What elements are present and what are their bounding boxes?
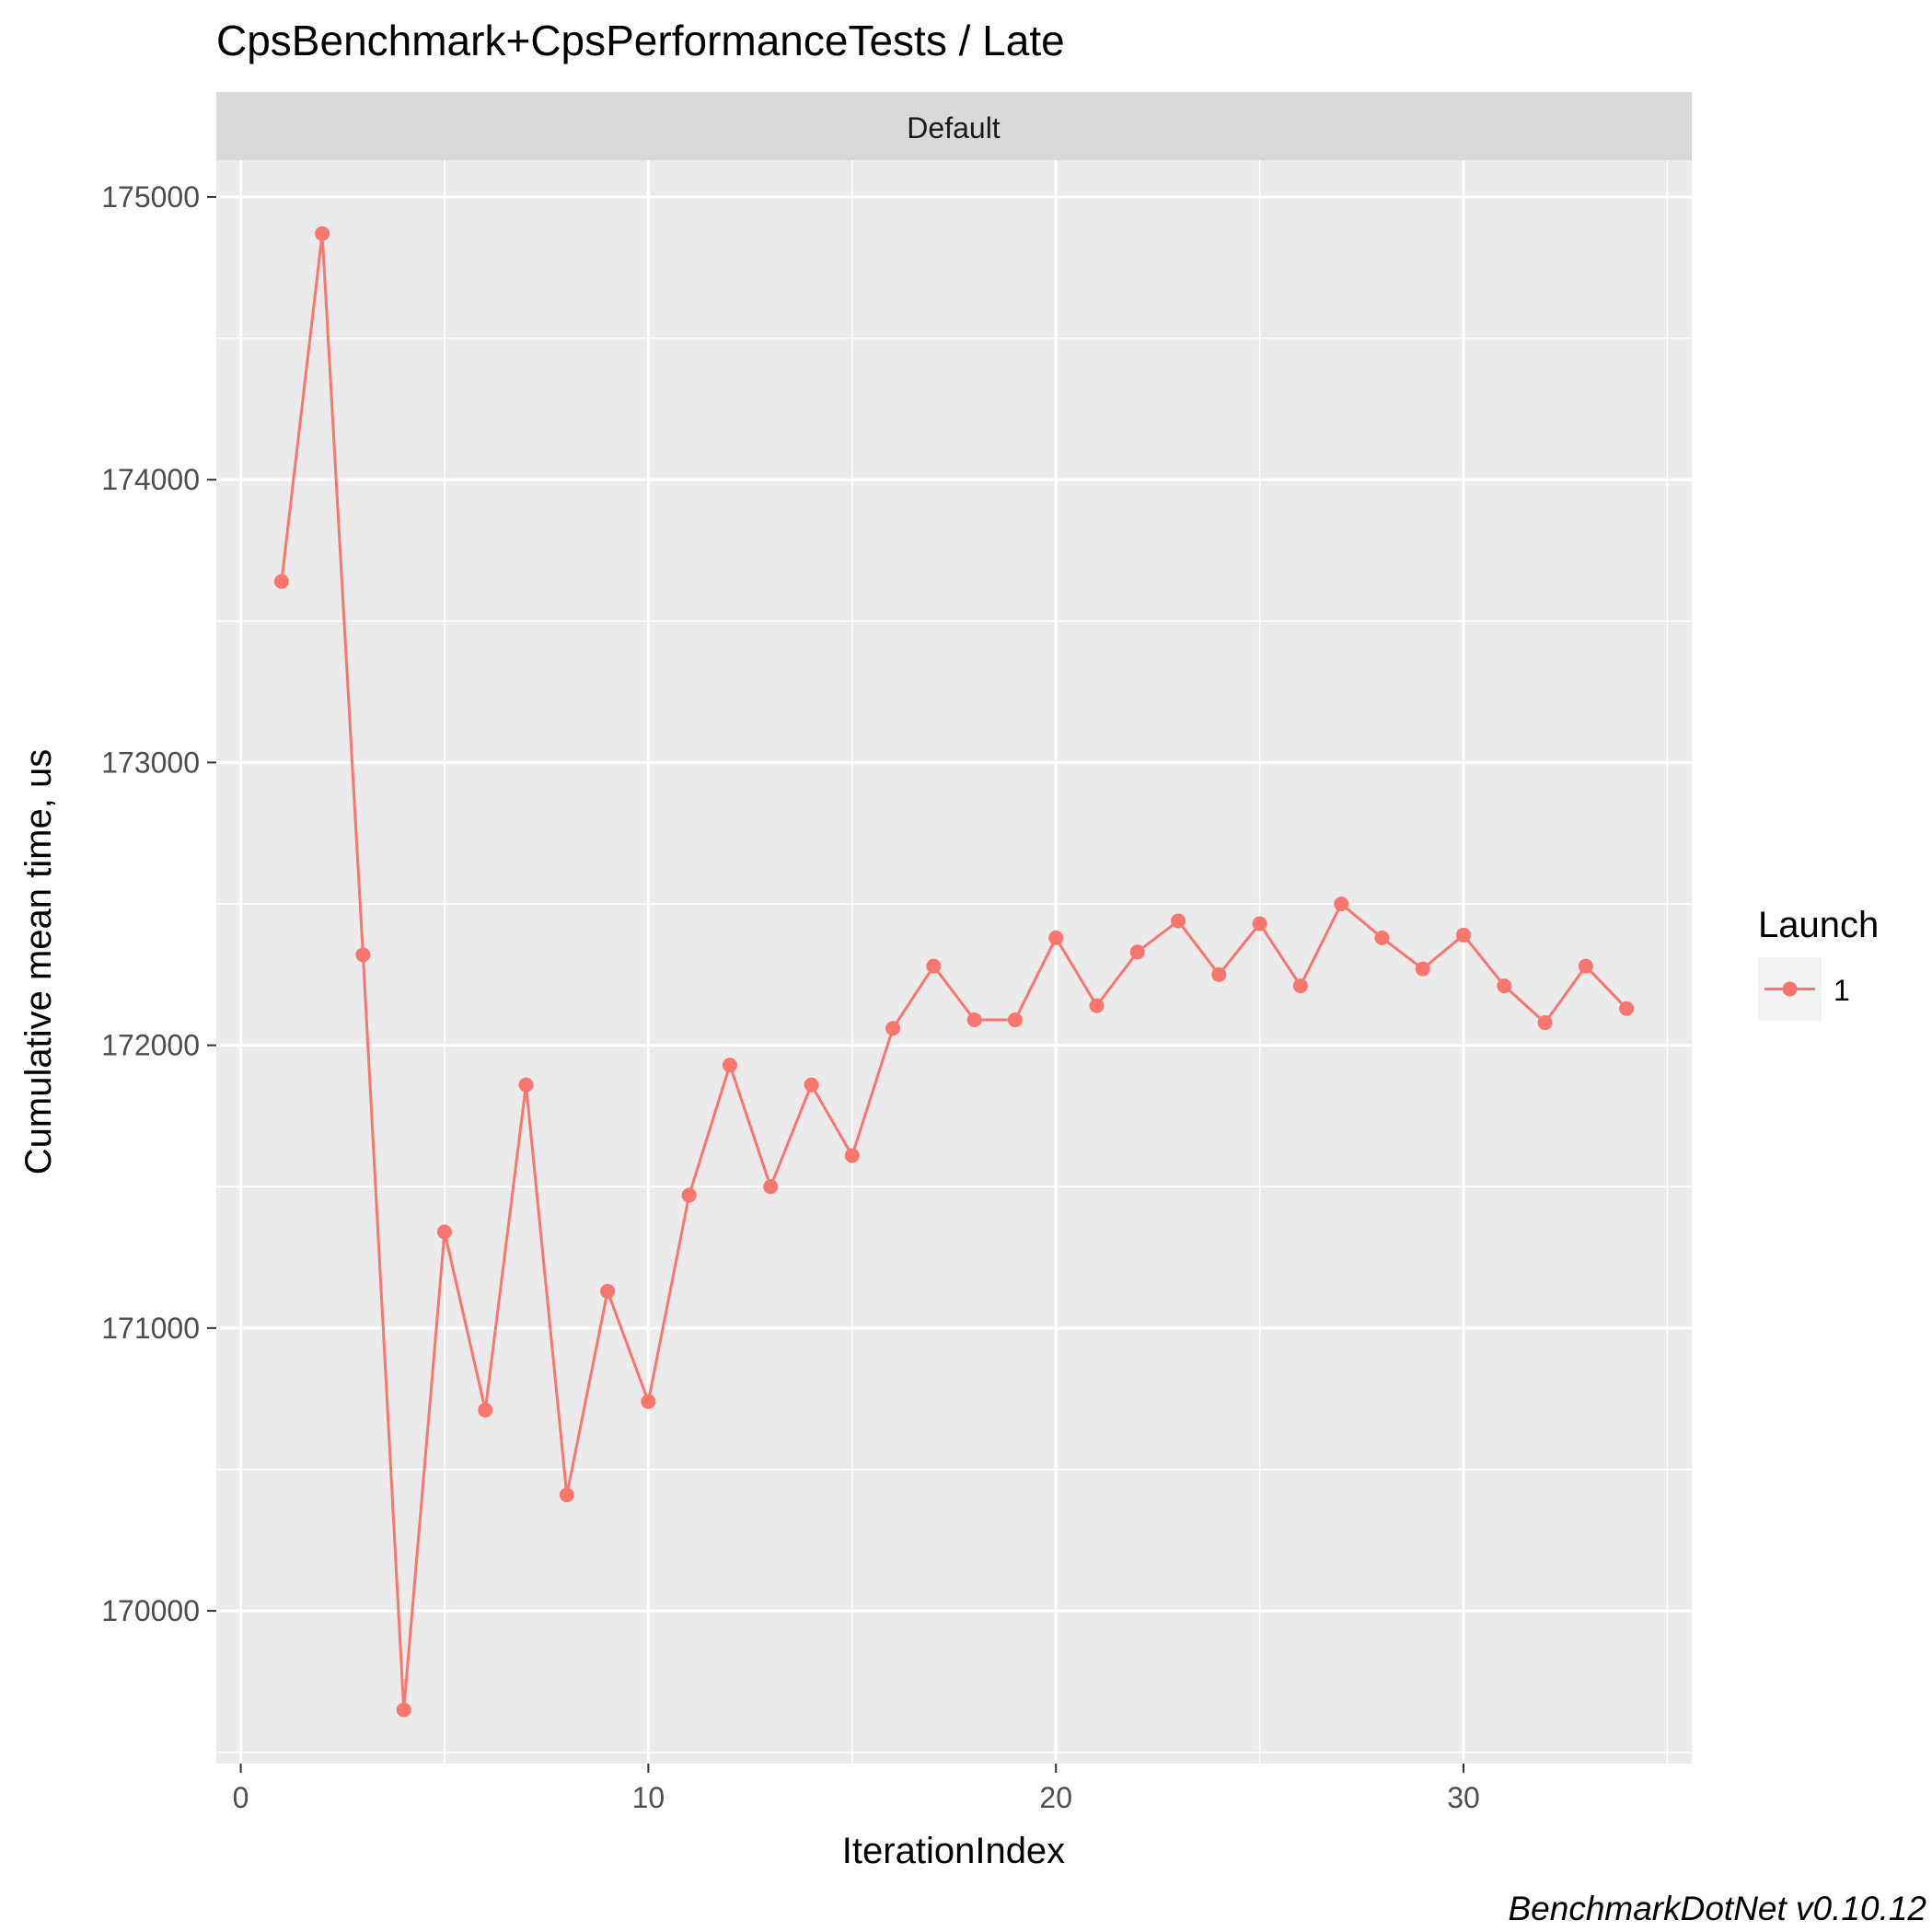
data-point xyxy=(1456,927,1472,943)
chart-title: CpsBenchmark+CpsPerformanceTests / Late xyxy=(216,17,1065,64)
minor-gridlines xyxy=(216,160,1692,1764)
y-tick-label: 173000 xyxy=(101,746,200,779)
data-point xyxy=(1292,978,1308,994)
data-point xyxy=(1415,961,1430,977)
data-point xyxy=(804,1077,819,1093)
y-tick-label: 172000 xyxy=(101,1029,200,1062)
y-tick-label: 171000 xyxy=(101,1312,200,1345)
data-point xyxy=(600,1283,616,1299)
y-axis-tick-labels: 170000 171000 172000 173000 174000 175000 xyxy=(101,180,200,1627)
series-line xyxy=(280,232,1628,1712)
y-tick-label: 174000 xyxy=(101,463,200,496)
data-point xyxy=(273,573,289,589)
data-point xyxy=(844,1148,860,1163)
plot-panel xyxy=(216,160,1692,1764)
data-point xyxy=(315,226,330,241)
data-point xyxy=(926,958,942,974)
x-tick-label: 20 xyxy=(1039,1781,1072,1814)
facet-strip xyxy=(216,92,1692,160)
x-axis-tick-labels: 0 10 20 30 xyxy=(233,1781,1480,1814)
data-point xyxy=(1089,998,1105,1013)
legend-title: Launch xyxy=(1758,905,1879,945)
data-point xyxy=(559,1487,574,1503)
data-point xyxy=(1537,1015,1553,1031)
data-point xyxy=(436,1224,452,1240)
x-axis-title: IterationIndex xyxy=(842,1831,1065,1871)
data-point xyxy=(722,1058,737,1073)
data-point xyxy=(966,1012,982,1027)
x-tick-label: 30 xyxy=(1447,1781,1480,1814)
data-point xyxy=(1252,916,1267,931)
chart-caption: BenchmarkDotNet v0.10.12 xyxy=(1508,1890,1926,1927)
major-gridlines xyxy=(216,160,1692,1764)
legend-entry-label: 1 xyxy=(1834,974,1850,1007)
data-point xyxy=(1007,1012,1023,1027)
data-point xyxy=(1578,958,1593,974)
data-point xyxy=(885,1021,901,1036)
legend-key xyxy=(1764,981,1815,997)
data-point xyxy=(1374,930,1390,945)
data-point xyxy=(763,1179,779,1195)
data-point xyxy=(641,1394,656,1409)
data-point xyxy=(1171,913,1186,929)
data-point xyxy=(681,1187,697,1203)
y-tick-label: 175000 xyxy=(101,180,200,214)
y-tick-label: 170000 xyxy=(101,1594,200,1627)
legend-key-point xyxy=(1782,981,1798,997)
data-point xyxy=(1129,944,1145,960)
facet-label: Default xyxy=(907,111,1001,145)
x-tick-label: 10 xyxy=(632,1781,665,1814)
data-point xyxy=(355,947,371,963)
data-point xyxy=(1211,966,1227,982)
data-point xyxy=(478,1402,493,1417)
data-point xyxy=(1334,897,1349,912)
axis-ticks xyxy=(207,195,1465,1773)
data-point xyxy=(396,1702,411,1718)
x-tick-label: 0 xyxy=(233,1781,249,1814)
data-point xyxy=(1048,930,1064,945)
data-point xyxy=(1619,1001,1635,1016)
data-point xyxy=(1497,978,1512,994)
data-point xyxy=(518,1077,534,1093)
y-axis-title: Cumulative mean time, us xyxy=(18,749,59,1174)
series-layer xyxy=(273,226,1635,1718)
